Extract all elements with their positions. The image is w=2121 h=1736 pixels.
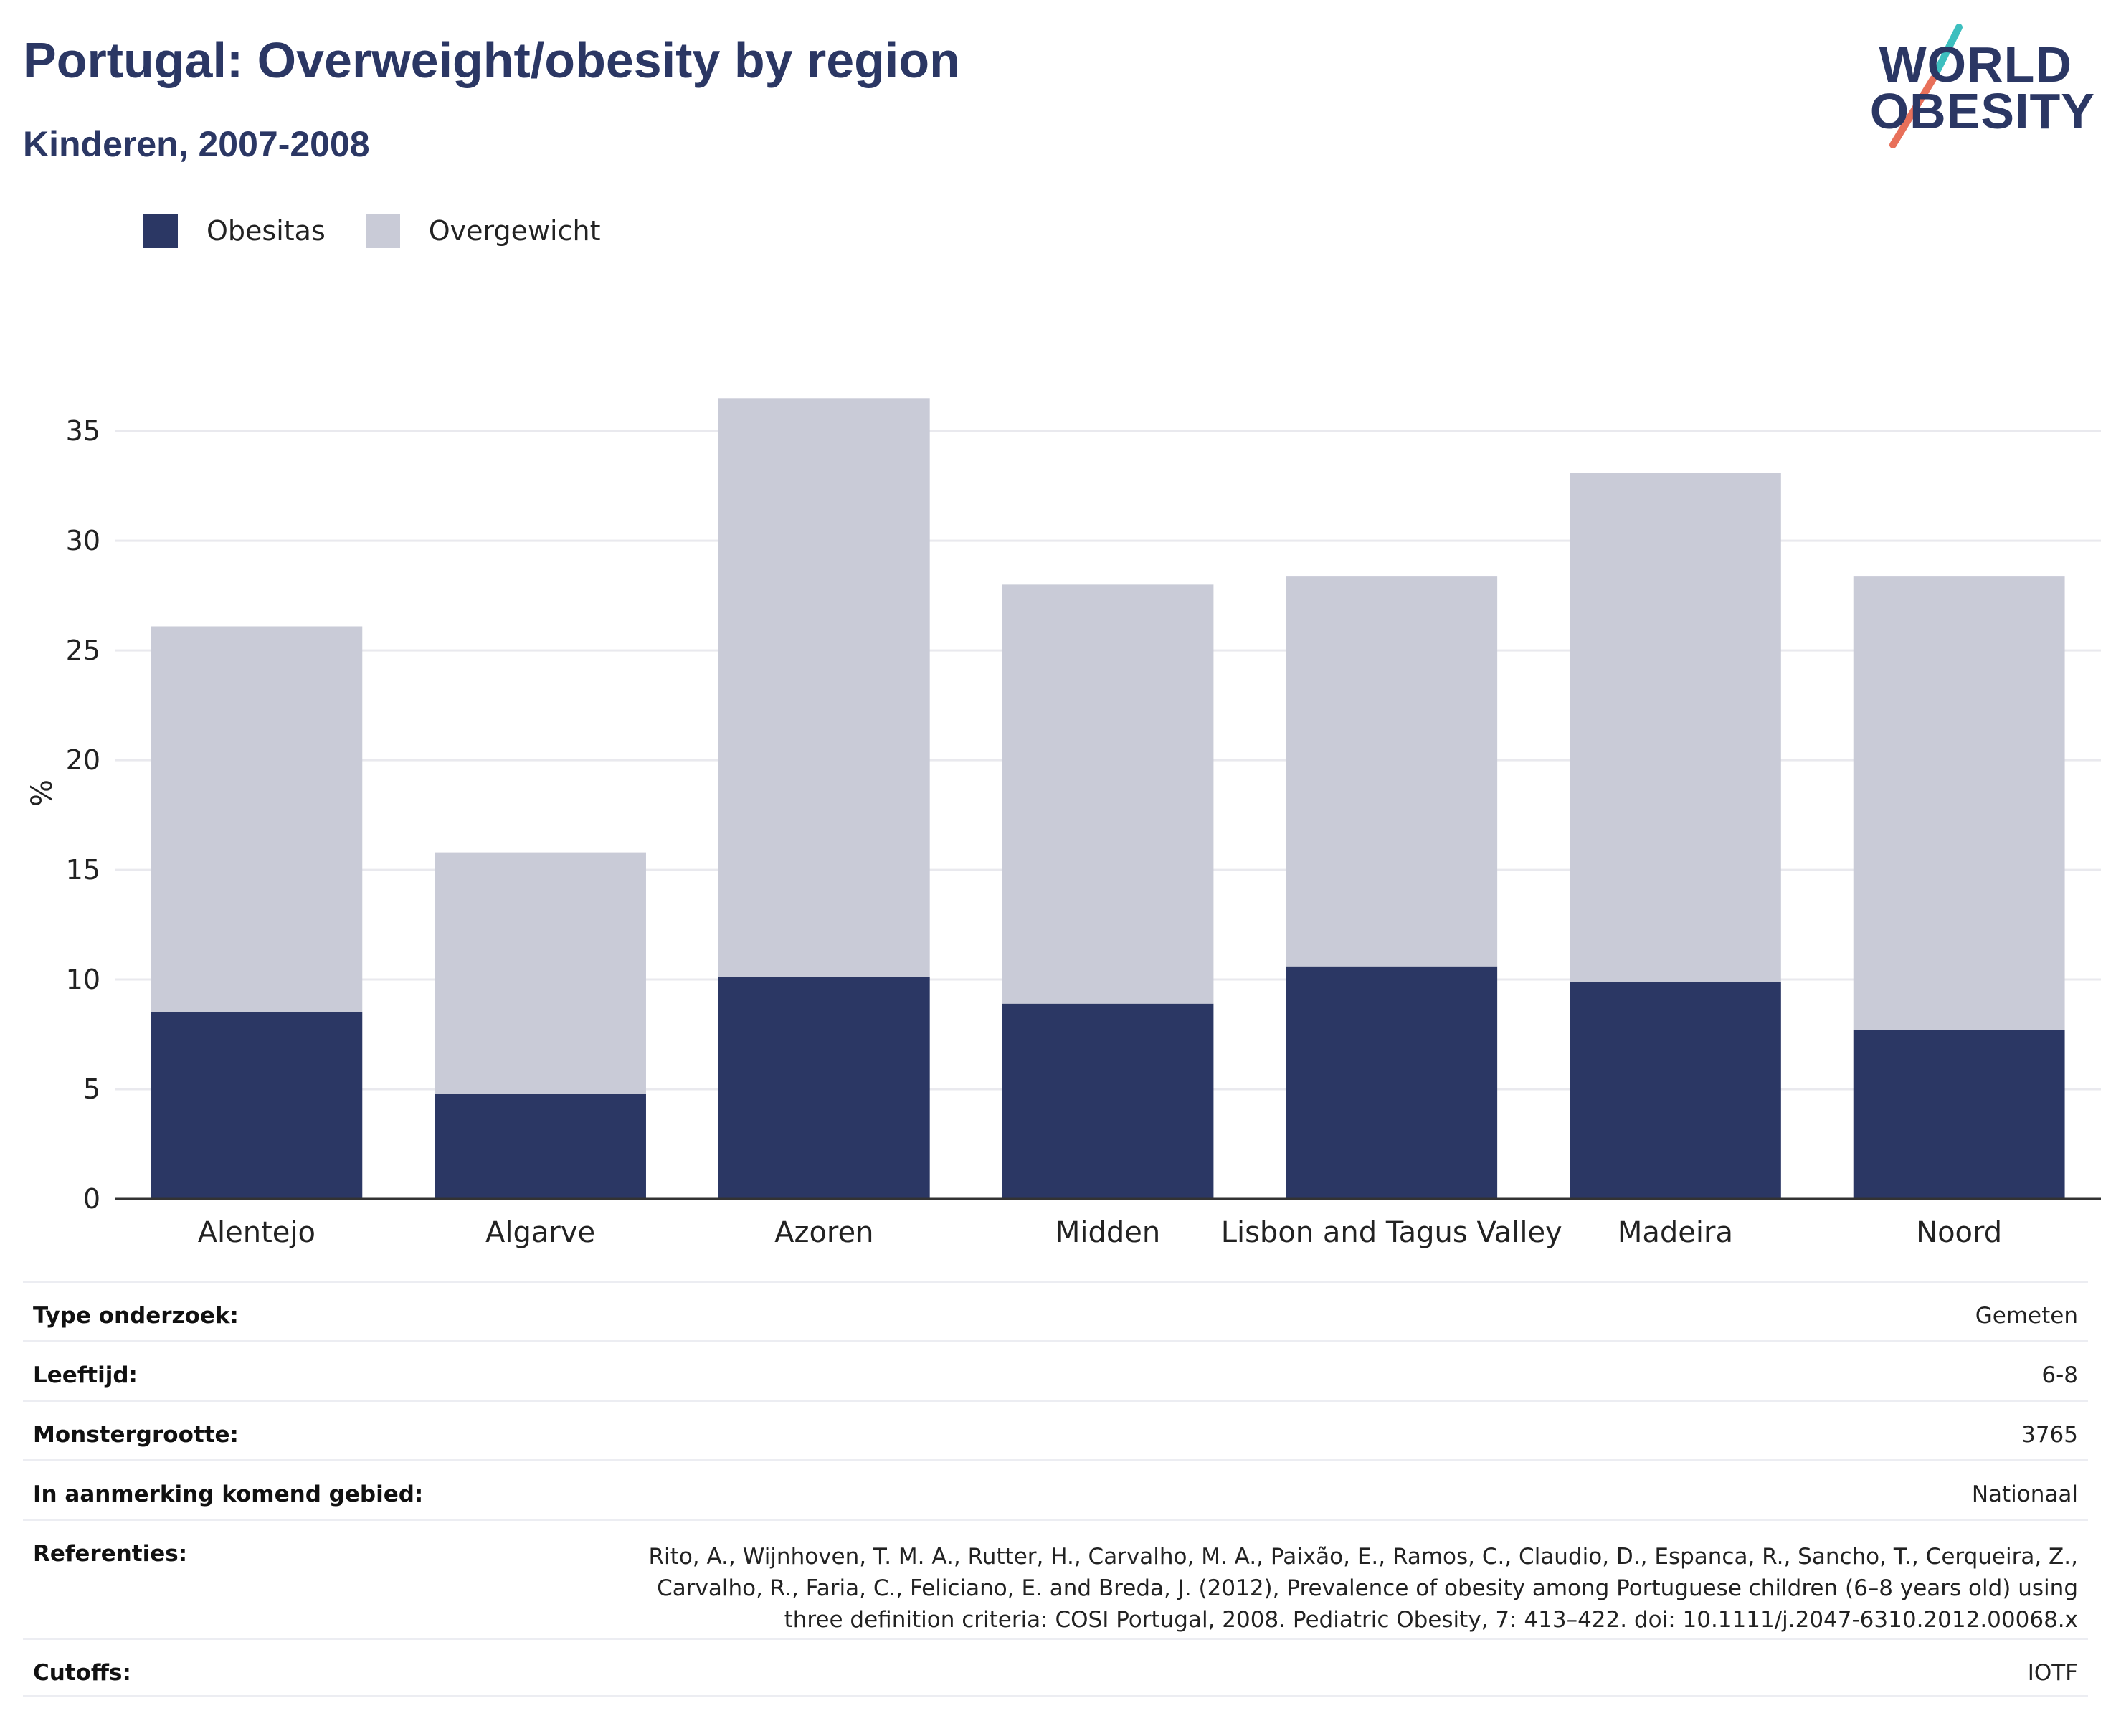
y-tick-label: 30	[66, 525, 100, 556]
y-axis-label: %	[26, 779, 59, 807]
logo-text-world: WORLD	[1879, 37, 2072, 93]
info-row: Type onderzoek: Gemeten	[23, 1281, 2088, 1340]
logo-slash-icon	[1889, 24, 1963, 148]
bar-obesitas	[435, 1094, 646, 1199]
info-row: Leeftijd: 6-8	[23, 1340, 2088, 1400]
y-tick-label: 10	[66, 964, 100, 995]
info-value: Gemeten	[1975, 1303, 2078, 1329]
legend-swatch-overgewicht	[365, 214, 400, 248]
info-value: Nationaal	[1971, 1481, 2078, 1507]
x-tick-label: Noord	[1916, 1216, 2002, 1249]
bar-overgewicht	[718, 398, 930, 977]
x-tick-label: Midden	[1055, 1216, 1160, 1249]
bar-obesitas	[1002, 1003, 1214, 1199]
y-tick-label: 25	[66, 635, 100, 666]
bar-chart: 0 5 10 15 20 25 30 35% Alentejo Algarve Azoren Midd…	[26, 398, 2101, 1249]
world-obesity-logo: WORLD OBESITY	[1864, 22, 2108, 151]
info-row: Referenties: Rito, A., Wijnhoven, T. M. A…	[23, 1519, 2088, 1638]
info-label: Cutoffs:	[33, 1660, 131, 1686]
legend-label-obesitas: Obesitas	[207, 215, 326, 247]
info-label: Type onderzoek:	[33, 1303, 239, 1329]
chart-subtitle: Kinderen, 2007-2008	[23, 124, 370, 164]
info-label: Leeftijd:	[33, 1362, 138, 1388]
info-value: 6-8	[2041, 1362, 2078, 1388]
y-tick-label: 0	[83, 1183, 100, 1215]
bar-overgewicht	[151, 626, 363, 1012]
reference-text: Rito, A., Wijnhoven, T. M. A., Rutter, H…	[648, 1544, 2078, 1633]
x-tick-label: Lisbon and Tagus Valley	[1221, 1216, 1562, 1249]
info-label: Monstergrootte:	[33, 1422, 239, 1448]
legend-item-obesitas[interactable]: Obesitas	[143, 214, 326, 248]
info-row: Cutoffs: IOTF	[23, 1638, 2088, 1697]
y-tick-label: 35	[66, 415, 100, 447]
info-value: IOTF	[2027, 1660, 2078, 1686]
legend: Obesitas Overgewicht	[143, 214, 641, 248]
bar-obesitas	[718, 977, 930, 1199]
x-tick-label: Azoren	[774, 1216, 873, 1249]
info-row: In aanmerking komend gebied: Nationaal	[23, 1459, 2088, 1519]
y-tick-label: 5	[83, 1073, 100, 1105]
bar-overgewicht	[1570, 473, 1781, 982]
bar-obesitas	[1853, 1030, 2065, 1199]
legend-swatch-obesitas	[143, 214, 178, 248]
info-table: Type onderzoek: Gemeten Leeftijd: 6-8 Monste…	[23, 1281, 2088, 1697]
chart-title: Portugal: Overweight/obesity by region	[23, 32, 960, 88]
bar-obesitas	[1570, 982, 1781, 1199]
bar-overgewicht	[1286, 576, 1498, 967]
x-tick-label: Alentejo	[198, 1216, 315, 1249]
bar-obesitas	[1286, 966, 1498, 1199]
legend-label-overgewicht: Overgewicht	[428, 215, 601, 247]
bar-overgewicht	[435, 852, 646, 1094]
y-tick-label: 20	[66, 744, 100, 776]
legend-item-overgewicht[interactable]: Overgewicht	[365, 214, 601, 248]
bar-overgewicht	[1002, 584, 1214, 1004]
logo-text-obesity: OBESITY	[1869, 83, 2095, 139]
y-tick-label: 15	[66, 854, 100, 886]
info-label: Referenties:	[33, 1541, 188, 1567]
info-label: In aanmerking komend gebied:	[33, 1481, 424, 1507]
x-tick-label: Algarve	[485, 1216, 595, 1249]
info-value: 3765	[2021, 1422, 2078, 1448]
x-tick-label: Madeira	[1618, 1216, 1733, 1249]
bar-overgewicht	[1853, 576, 2065, 1030]
bar-obesitas	[151, 1012, 363, 1199]
info-row: Monstergrootte: 3765	[23, 1400, 2088, 1459]
